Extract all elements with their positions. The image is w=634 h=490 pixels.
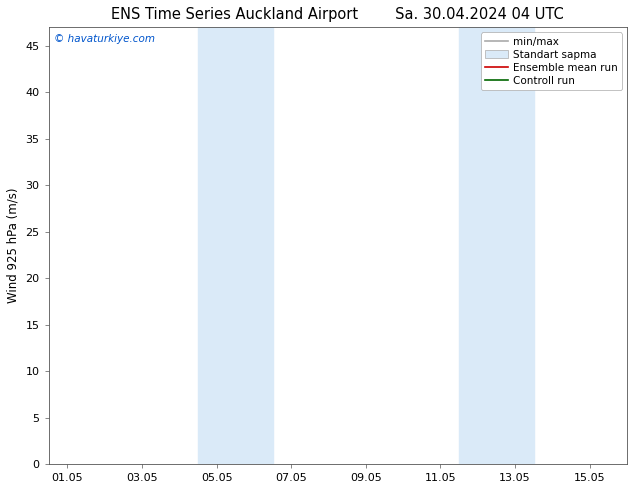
Text: © havaturkiye.com: © havaturkiye.com xyxy=(55,34,155,44)
Title: ENS Time Series Auckland Airport        Sa. 30.04.2024 04 UTC: ENS Time Series Auckland Airport Sa. 30.… xyxy=(112,7,564,22)
Bar xyxy=(459,27,534,464)
Y-axis label: Wind 925 hPa (m/s): Wind 925 hPa (m/s) xyxy=(7,188,20,303)
Legend: min/max, Standart sapma, Ensemble mean run, Controll run: min/max, Standart sapma, Ensemble mean r… xyxy=(481,32,622,90)
Bar xyxy=(198,27,273,464)
